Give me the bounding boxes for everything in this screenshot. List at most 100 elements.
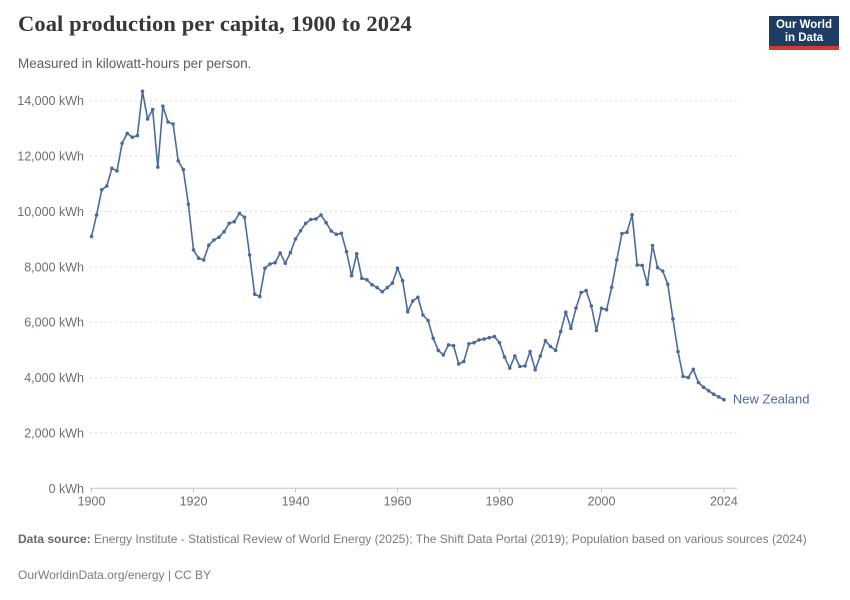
data-point-marker[interactable] bbox=[579, 290, 583, 295]
data-point-marker[interactable] bbox=[589, 304, 594, 308]
data-point-marker[interactable] bbox=[130, 135, 135, 139]
data-point-marker[interactable] bbox=[217, 235, 221, 239]
data-point-marker[interactable] bbox=[268, 262, 272, 266]
data-point-marker[interactable] bbox=[462, 359, 466, 364]
data-point-marker[interactable] bbox=[574, 306, 578, 310]
data-point-marker[interactable] bbox=[344, 249, 349, 254]
data-point-marker[interactable] bbox=[472, 340, 476, 345]
data-point-marker[interactable] bbox=[711, 392, 716, 397]
data-point-marker[interactable] bbox=[497, 340, 502, 345]
data-point-marker[interactable] bbox=[278, 251, 283, 255]
data-point-marker[interactable] bbox=[487, 335, 492, 340]
data-point-marker[interactable] bbox=[145, 117, 150, 121]
data-point-marker[interactable] bbox=[477, 338, 481, 342]
series-end-label[interactable]: New Zealand bbox=[733, 392, 810, 407]
data-point-marker[interactable] bbox=[599, 306, 604, 311]
data-point-marker[interactable] bbox=[660, 269, 665, 273]
data-point-marker[interactable] bbox=[232, 219, 237, 224]
data-point-marker[interactable] bbox=[390, 281, 395, 285]
data-point-marker[interactable] bbox=[150, 107, 155, 112]
data-point-marker[interactable] bbox=[564, 310, 568, 315]
data-point-marker[interactable] bbox=[666, 282, 670, 287]
data-point-marker[interactable] bbox=[717, 395, 721, 399]
data-point-marker[interactable] bbox=[237, 211, 242, 216]
data-point-marker[interactable] bbox=[553, 348, 558, 353]
data-point-marker[interactable] bbox=[314, 217, 318, 221]
data-point-marker[interactable] bbox=[620, 231, 624, 236]
data-point-marker[interactable] bbox=[186, 202, 191, 206]
data-point-marker[interactable] bbox=[507, 366, 512, 370]
data-point-marker[interactable] bbox=[441, 353, 446, 357]
data-point-marker[interactable] bbox=[166, 120, 170, 124]
data-point-marker[interactable] bbox=[288, 250, 293, 255]
data-point-marker[interactable] bbox=[645, 282, 650, 287]
data-point-marker[interactable] bbox=[400, 278, 405, 283]
data-point-marker[interactable] bbox=[655, 265, 660, 270]
data-point-marker[interactable] bbox=[523, 364, 527, 368]
data-point-marker[interactable] bbox=[446, 343, 451, 347]
data-point-marker[interactable] bbox=[630, 213, 634, 217]
data-point-marker[interactable] bbox=[135, 133, 140, 138]
data-point-marker[interactable] bbox=[528, 349, 532, 354]
data-point-marker[interactable] bbox=[196, 256, 201, 261]
data-point-marker[interactable] bbox=[293, 237, 298, 241]
data-point-marker[interactable] bbox=[426, 318, 430, 323]
data-point-marker[interactable] bbox=[569, 326, 573, 331]
data-point-marker[interactable] bbox=[334, 232, 339, 237]
data-point-marker[interactable] bbox=[181, 167, 186, 172]
data-point-marker[interactable] bbox=[676, 349, 680, 354]
data-point-marker[interactable] bbox=[89, 234, 94, 239]
data-point-marker[interactable] bbox=[405, 309, 410, 314]
data-point-marker[interactable] bbox=[543, 338, 548, 343]
data-point-marker[interactable] bbox=[324, 220, 328, 225]
data-point-marker[interactable] bbox=[110, 166, 114, 171]
data-point-marker[interactable] bbox=[247, 253, 252, 257]
data-point-marker[interactable] bbox=[548, 344, 553, 349]
data-point-marker[interactable] bbox=[492, 334, 497, 339]
data-point-marker[interactable] bbox=[207, 243, 211, 247]
data-point-marker[interactable] bbox=[258, 294, 262, 299]
data-point-marker[interactable] bbox=[594, 328, 599, 333]
data-point-marker[interactable] bbox=[538, 354, 543, 358]
data-point-marker[interactable] bbox=[319, 213, 323, 217]
data-point-marker[interactable] bbox=[349, 273, 354, 278]
data-point-marker[interactable] bbox=[309, 217, 313, 222]
series-line[interactable] bbox=[90, 90, 725, 401]
data-point-marker[interactable] bbox=[156, 165, 160, 169]
data-point-marker[interactable] bbox=[140, 89, 145, 94]
data-point-marker[interactable] bbox=[502, 355, 507, 359]
data-point-marker[interactable] bbox=[94, 213, 99, 217]
data-point-marker[interactable] bbox=[431, 336, 436, 341]
data-point-marker[interactable] bbox=[513, 354, 517, 358]
data-point-marker[interactable] bbox=[671, 317, 675, 321]
data-point-marker[interactable] bbox=[375, 285, 379, 290]
data-point-marker[interactable] bbox=[303, 221, 308, 226]
data-point-marker[interactable] bbox=[329, 229, 334, 233]
data-point-marker[interactable] bbox=[212, 238, 216, 242]
data-point-marker[interactable] bbox=[701, 385, 706, 390]
data-point-marker[interactable] bbox=[360, 276, 364, 281]
data-point-marker[interactable] bbox=[395, 266, 400, 271]
data-point-marker[interactable] bbox=[635, 263, 639, 267]
data-point-marker[interactable] bbox=[191, 248, 196, 252]
data-point-marker[interactable] bbox=[115, 169, 119, 173]
data-point-marker[interactable] bbox=[686, 375, 690, 380]
data-point-marker[interactable] bbox=[252, 292, 257, 297]
data-point-marker[interactable] bbox=[227, 221, 231, 226]
data-point-marker[interactable] bbox=[691, 367, 696, 372]
data-point-marker[interactable] bbox=[482, 337, 487, 341]
data-point-marker[interactable] bbox=[696, 380, 701, 385]
data-point-marker[interactable] bbox=[339, 231, 344, 236]
data-point-marker[interactable] bbox=[354, 252, 359, 256]
data-point-marker[interactable] bbox=[105, 184, 109, 188]
data-point-marker[interactable] bbox=[370, 283, 374, 287]
owid-logo[interactable]: Our World in Data bbox=[769, 16, 839, 50]
data-point-marker[interactable] bbox=[416, 295, 420, 300]
data-point-marker[interactable] bbox=[222, 229, 226, 234]
data-point-marker[interactable] bbox=[385, 285, 390, 290]
data-point-marker[interactable] bbox=[681, 374, 685, 379]
site-link[interactable]: OurWorldinData.org/energy bbox=[18, 568, 165, 582]
data-point-marker[interactable] bbox=[176, 159, 180, 163]
data-point-marker[interactable] bbox=[283, 261, 288, 266]
data-point-marker[interactable] bbox=[298, 229, 303, 233]
